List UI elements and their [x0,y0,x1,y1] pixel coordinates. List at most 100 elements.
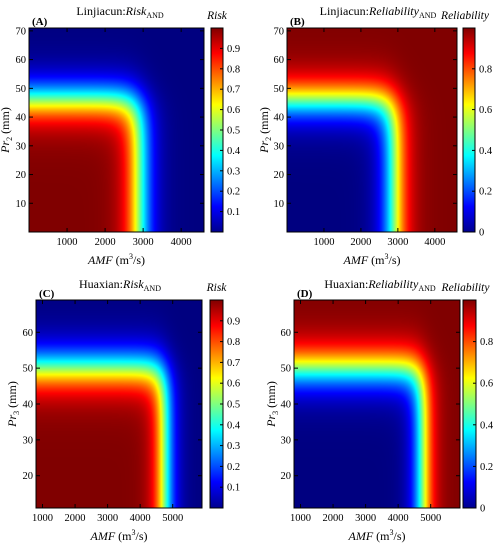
x-axis-label: AMF (m3/s) [87,252,145,267]
x-label-sup: 3 [132,528,136,537]
x-label-main: AMF [90,529,116,543]
y-tick-label: 20 [274,170,285,181]
colorbar-tick-label: 0.6 [480,379,493,390]
title-sub: AND [144,284,162,293]
y-tick-label: 30 [16,141,27,152]
y-axis-label: Pr2 (mm) [257,107,273,154]
colorbar [462,299,477,509]
y-tick-label: 70 [16,26,27,37]
x-label-unit-end: /s) [136,529,148,543]
y-tick-label: 70 [274,26,285,37]
colorbar-tick-label: 0.1 [227,207,240,218]
x-tick-label: 1000 [32,513,53,524]
colorbar-tick-label: 0.6 [227,105,240,116]
title-main: Risk [125,4,147,18]
y-label-main: Pr [0,141,12,154]
colorbar-label: Reliability [441,282,491,294]
x-tick-label: 3000 [133,237,154,248]
x-tick-label: 1000 [290,513,311,524]
colorbar-label: Risk [206,10,228,22]
colorbar-tick-label: 0.4 [479,146,493,157]
panel-title: Huaxian:RiskAND [79,277,161,293]
title-main: Risk [122,277,144,291]
plot-frame [286,27,458,233]
y-tick-label: 50 [23,364,34,375]
x-tick-label: 1000 [313,237,334,248]
y-axis-label: Pr3 (mm) [264,381,280,428]
y-tick-label: 60 [274,55,285,66]
x-label-unit: (m [113,253,130,267]
colorbar-tick-label: 0.5 [227,400,240,411]
colorbar-tick-label: 0.5 [227,126,240,137]
plot-frame [28,27,205,233]
heatmap-surface [36,300,202,508]
x-label-unit-end: /s) [394,529,406,543]
y-tick-label: 40 [274,113,285,124]
colorbar-tick-label: 0.3 [227,441,240,452]
y-tick-label: 40 [16,113,27,124]
y-label-main: Pr [5,415,19,428]
title-prefix: Huaxian: [324,277,368,291]
x-label-unit-end: /s) [133,253,145,267]
y-tick-label: 60 [281,328,292,339]
x-axis-label: AMF (m3/s) [343,252,401,267]
y-label-main: Pr [264,415,278,428]
colorbar-tick-label: 0.4 [480,420,494,431]
colorbar-tick-label: 0.2 [479,187,492,198]
x-tick-label: 3000 [97,513,118,524]
x-label-main: AMF [343,253,369,267]
colorbar-tick-label: 0.9 [227,44,240,55]
colorbar-tick-label: 0.9 [227,316,240,327]
y-tick-label: 10 [274,199,285,210]
colorbar-label: Reliability [440,10,490,22]
x-label-main: AMF [87,253,113,267]
title-sub: AND [146,11,164,20]
y-tick-label: 40 [281,400,292,411]
y-axis-label: Pr2 (mm) [0,107,14,154]
x-label-sup: 3 [390,528,394,537]
colorbar-tick-label: 0.8 [480,337,493,348]
panel-label: (A) [32,16,48,28]
x-label-unit: (m [373,529,390,543]
panel-label: (C) [39,288,55,300]
y-label-sub: 2 [264,137,273,141]
colorbar-tick-label: 0.7 [227,85,240,96]
x-label-unit: (m [115,529,132,543]
x-tick-label: 2000 [65,513,86,524]
x-axis-label: AMF (m3/s) [90,528,148,543]
title-main: Reliability [367,277,419,291]
y-tick-label: 20 [281,471,292,482]
x-label-unit: (m [368,253,385,267]
x-label-main: AMF [348,529,374,543]
title-sub: AND [418,284,436,293]
panel-title: Huaxian:ReliabilityAND [324,277,436,293]
colorbar-tick-label: 0.4 [227,420,241,431]
y-label-unit: (mm) [264,381,278,411]
title-prefix: Linjiacun: [320,4,369,18]
y-tick-label: 20 [23,471,34,482]
y-tick-label: 30 [281,435,292,446]
colorbar-tick-label: 0.2 [227,187,240,198]
colorbar-tick-label: 0.8 [227,64,240,75]
x-tick-label: 3000 [387,237,408,248]
panel-title: Linjiacun:RiskAND [76,4,164,20]
heatmap-surface [29,28,204,232]
y-tick-label: 20 [16,170,27,181]
y-tick-label: 50 [274,84,285,95]
colorbar-tick-label: 0.8 [227,337,240,348]
colorbar-tick-label: 0.8 [479,64,492,75]
panel-label: (D) [297,288,313,300]
colorbar-tick-label: 0.6 [227,379,240,390]
panel-title: Linjiacun:ReliabilityAND [320,4,437,20]
title-prefix: Huaxian: [79,277,123,291]
colorbar-tick-label: 0.2 [480,462,493,473]
x-tick-label: 4000 [171,237,192,248]
x-tick-label: 5000 [420,513,441,524]
colorbar-tick-label: 0.4 [227,146,241,157]
title-prefix: Linjiacun: [76,4,125,18]
y-axis-label: Pr3 (mm) [5,381,21,428]
